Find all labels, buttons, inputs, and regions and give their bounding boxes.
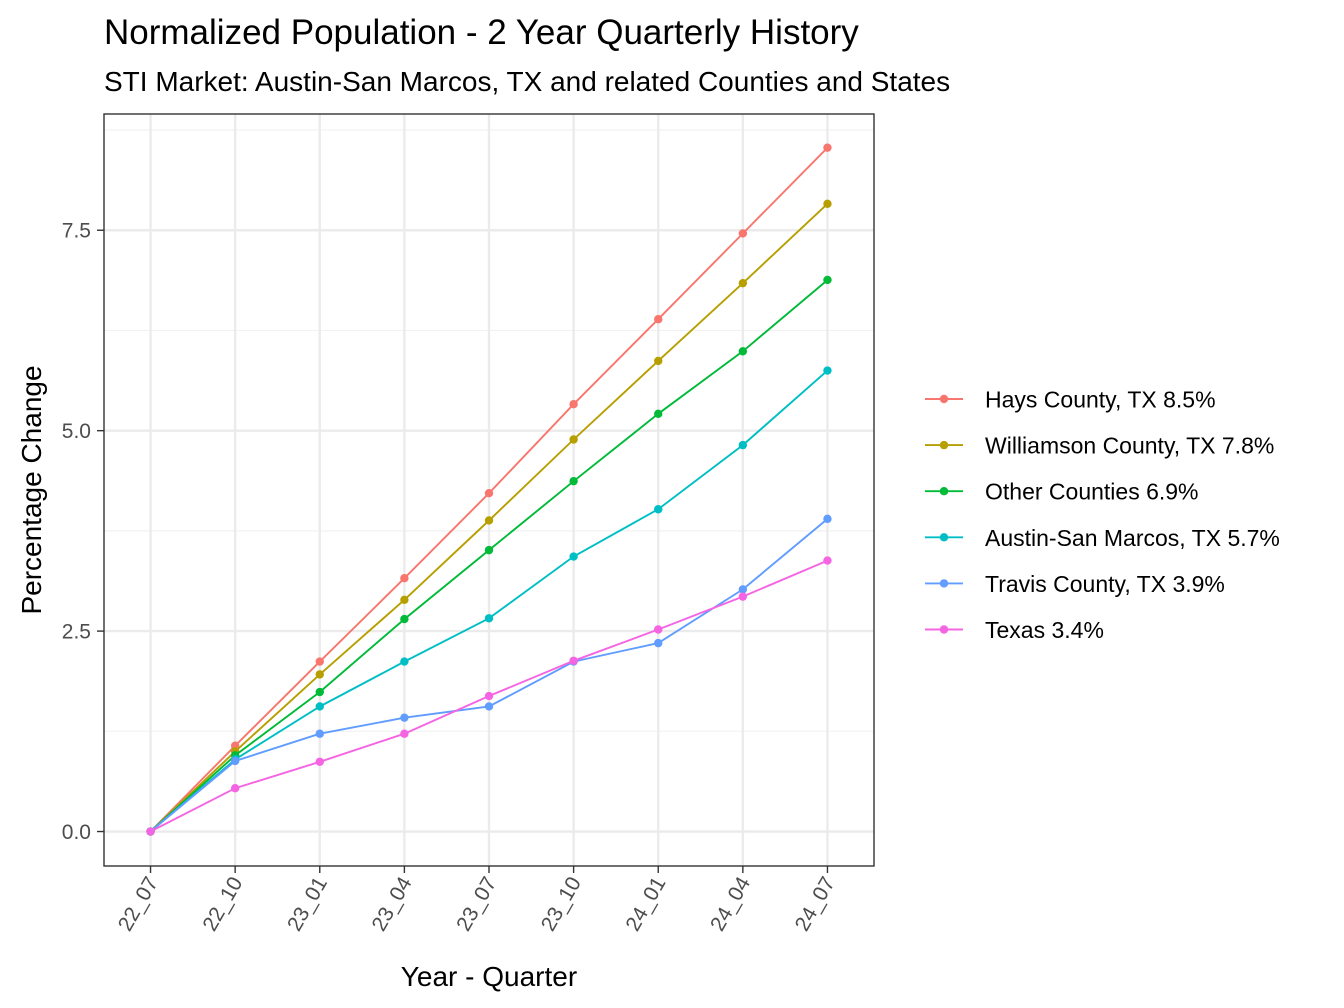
data-point <box>485 489 493 497</box>
x-tick-label: 22_10 <box>198 873 247 935</box>
data-point <box>316 702 324 710</box>
x-axis-title: Year - Quarter <box>401 961 577 992</box>
data-point <box>654 639 662 647</box>
legend-key-point <box>940 625 948 633</box>
data-point <box>400 730 408 738</box>
data-point <box>823 366 831 374</box>
legend-item: Hays County, TX 8.5% <box>925 387 1216 413</box>
y-tick-label: 7.5 <box>62 220 91 243</box>
legend-key-point <box>940 395 948 403</box>
data-point <box>739 592 747 600</box>
chart-subtitle: STI Market: Austin-San Marcos, TX and re… <box>104 66 950 97</box>
x-tick-label: 24_01 <box>621 873 670 935</box>
legend-label: Williamson County, TX 7.8% <box>985 433 1274 459</box>
data-point <box>316 758 324 766</box>
data-point <box>485 692 493 700</box>
data-point <box>739 585 747 593</box>
line-chart: Normalized Population - 2 Year Quarterly… <box>0 0 1344 1008</box>
data-point <box>739 441 747 449</box>
data-point <box>823 276 831 284</box>
data-point <box>569 400 577 408</box>
data-point <box>654 315 662 323</box>
data-point <box>400 596 408 604</box>
x-tick-label: 24_04 <box>706 873 755 935</box>
legend-key-point <box>940 441 948 449</box>
legend-key-point <box>940 487 948 495</box>
data-point <box>823 556 831 564</box>
data-point <box>485 702 493 710</box>
data-point <box>654 410 662 418</box>
data-point <box>739 347 747 355</box>
x-axis: 22_07 22_10 23_01 23_04 23_07 23_10 24_01 24_04… <box>114 866 840 935</box>
data-point <box>739 229 747 237</box>
data-point <box>739 279 747 287</box>
data-point <box>654 357 662 365</box>
legend-label: Austin-San Marcos, TX 5.7% <box>985 525 1280 551</box>
data-point <box>569 435 577 443</box>
legend-item: Texas 3.4% <box>925 617 1104 643</box>
legend-label: Travis County, TX 3.9% <box>985 571 1225 597</box>
y-axis-title: Percentage Change <box>16 365 47 614</box>
legend-key-point <box>940 579 948 587</box>
data-point <box>569 657 577 665</box>
legend-item: Other Counties 6.9% <box>925 479 1199 505</box>
data-point <box>485 614 493 622</box>
data-point <box>654 505 662 513</box>
data-point <box>316 670 324 678</box>
data-point <box>316 688 324 696</box>
data-point <box>485 546 493 554</box>
data-point <box>569 552 577 560</box>
x-tick-label: 23_10 <box>537 873 586 935</box>
data-point <box>400 615 408 623</box>
legend-label: Texas 3.4% <box>985 617 1104 643</box>
legend-item: Travis County, TX 3.9% <box>925 571 1225 597</box>
x-tick-label: 23_07 <box>452 873 501 935</box>
data-point <box>569 477 577 485</box>
x-tick-label: 24_07 <box>791 873 840 935</box>
data-point <box>400 574 408 582</box>
data-point <box>823 200 831 208</box>
x-tick-label: 23_01 <box>283 873 332 935</box>
data-point <box>146 827 154 835</box>
data-point <box>231 784 239 792</box>
y-tick-label: 2.5 <box>62 621 91 644</box>
legend-item: Austin-San Marcos, TX 5.7% <box>925 525 1280 551</box>
data-point <box>654 625 662 633</box>
data-point <box>400 713 408 721</box>
data-point <box>485 516 493 524</box>
x-tick-label: 22_07 <box>114 873 163 935</box>
legend-label: Hays County, TX 8.5% <box>985 387 1216 413</box>
legend: Hays County, TX 8.5% Williamson County, T… <box>925 387 1280 644</box>
legend-label: Other Counties 6.9% <box>985 479 1199 505</box>
chart-title: Normalized Population - 2 Year Quarterly… <box>104 13 859 52</box>
y-tick-label: 0.0 <box>62 821 91 844</box>
data-point <box>316 730 324 738</box>
legend-key-point <box>940 533 948 541</box>
y-axis: 0.0 2.5 5.0 7.5 <box>62 220 104 844</box>
legend-item: Williamson County, TX 7.8% <box>925 433 1274 459</box>
data-point <box>231 757 239 765</box>
data-point <box>316 657 324 665</box>
data-point <box>823 515 831 523</box>
x-tick-label: 23_04 <box>368 873 417 935</box>
y-tick-label: 5.0 <box>62 420 91 443</box>
data-point <box>823 143 831 151</box>
data-point <box>400 657 408 665</box>
